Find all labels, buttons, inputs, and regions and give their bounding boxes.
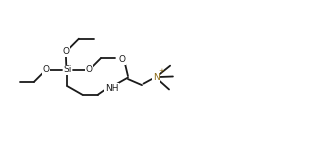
Text: +: + [158,68,164,74]
Text: O: O [42,65,49,75]
Text: N: N [153,73,159,82]
Text: O: O [118,55,126,64]
Text: NH: NH [105,84,119,93]
Text: O: O [86,65,93,75]
Text: O: O [62,47,69,56]
Text: Si: Si [63,65,72,75]
